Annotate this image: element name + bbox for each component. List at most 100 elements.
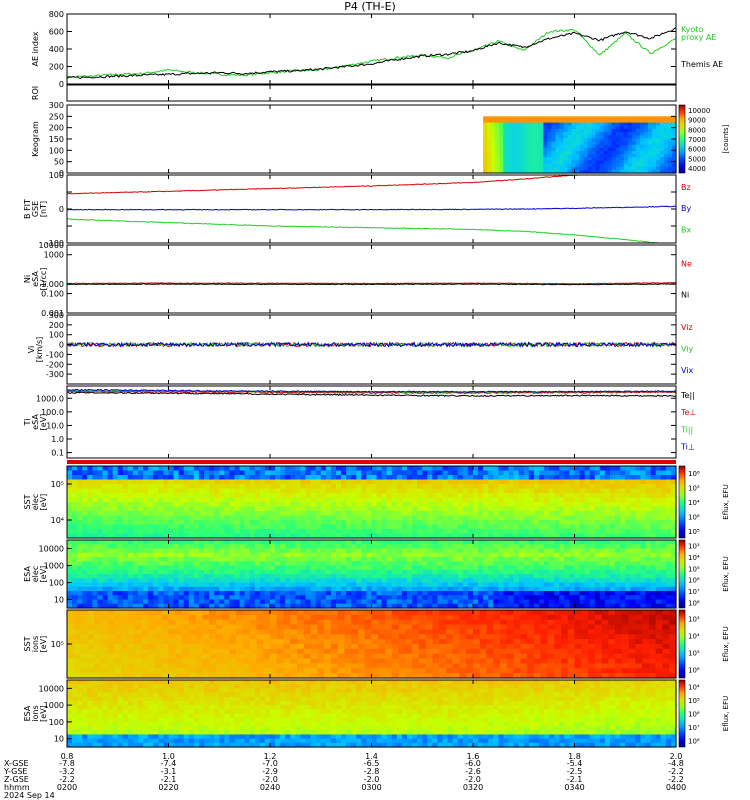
sst_electrons-cell <box>615 520 621 526</box>
density-ylabel-1: eSA <box>31 271 40 287</box>
esa_electrons-cell <box>290 565 296 571</box>
keogram-cell <box>495 138 500 143</box>
esa_electrons-cell <box>219 591 225 596</box>
sst_electrons-cell <box>254 493 261 499</box>
esa_electrons-cell <box>554 561 560 567</box>
sst_electrons-cell <box>295 502 302 508</box>
keogram-cell <box>587 160 593 165</box>
esa_electrons-cell <box>508 586 515 592</box>
sst_electrons-cell <box>391 479 398 485</box>
sst_electrons-cell <box>645 479 652 485</box>
keogram-cell <box>663 154 669 158</box>
sst_electrons-cell <box>376 524 383 530</box>
keogram-cell <box>603 125 609 130</box>
esa_electrons-cell <box>325 599 332 605</box>
esa_electrons-cell <box>330 565 337 571</box>
esa_electrons-cell <box>559 552 565 558</box>
sst_electrons-cell <box>244 497 251 503</box>
esa_electrons-cell <box>478 552 484 558</box>
keogram-cell <box>487 135 492 139</box>
esa_electrons-cell <box>498 582 505 588</box>
esa_electrons-cell <box>341 574 347 579</box>
keogram-cell <box>571 160 577 165</box>
esa_electrons-cell <box>153 548 159 554</box>
esa_electrons-cell <box>264 582 271 588</box>
keogram-cell <box>591 144 597 149</box>
esa_electrons-cell <box>599 552 606 558</box>
sst_electrons-cell <box>158 506 165 512</box>
esa_electrons-cell <box>158 565 165 571</box>
keogram-cell <box>535 144 540 149</box>
esa_electrons-cell <box>310 582 317 588</box>
sst_electrons-cell <box>488 493 494 499</box>
sst_electrons-cell <box>584 493 591 499</box>
esa_electrons-cell <box>264 595 271 601</box>
keogram-cell <box>603 163 609 168</box>
sst_electrons-cell <box>630 506 636 512</box>
sst_electrons-cell <box>396 515 403 521</box>
esa_electrons-cell <box>594 561 601 567</box>
sst_electrons-cell <box>478 506 484 512</box>
sst_electrons-cell <box>559 533 565 539</box>
sst_electrons-cell <box>295 520 302 526</box>
keogram-cell <box>563 116 569 121</box>
esa_electrons-cell <box>305 565 312 571</box>
esa_electrons-cell <box>564 557 571 562</box>
sst_electrons-cell <box>112 488 119 494</box>
esa_electrons-cell <box>442 557 449 562</box>
sst_electrons-cell <box>488 488 494 494</box>
sst_electrons-cell <box>295 466 302 472</box>
sst_electrons-cell <box>483 529 489 535</box>
sst_electrons-cell <box>178 515 185 521</box>
esa_electrons-cell <box>635 582 642 588</box>
keogram-cell <box>639 122 645 127</box>
keogram-cell <box>611 144 617 149</box>
keogram-cell <box>503 119 508 124</box>
esa_electrons-cell <box>102 561 109 567</box>
esa_electrons-cell <box>432 595 439 601</box>
sst_electrons-cell <box>599 506 606 512</box>
esa_electrons-cell <box>427 561 433 567</box>
keogram-cell <box>659 154 665 158</box>
esa_electrons-cell <box>549 582 555 588</box>
esa_electrons-cell <box>315 557 322 562</box>
esa_electrons-cell <box>224 561 230 567</box>
keogram-cell <box>527 141 532 146</box>
esa_electrons-cell <box>599 574 606 579</box>
keogram-cell <box>611 135 617 139</box>
sst_electrons-cell <box>422 493 428 499</box>
esa_electrons-cell <box>533 578 540 584</box>
esa_electrons-cell <box>148 574 154 579</box>
esa_electrons-cell <box>670 548 677 554</box>
sst_electrons-cell <box>290 520 296 526</box>
sst_electrons-cell <box>366 488 373 494</box>
sst_electrons-cell <box>163 466 170 472</box>
keogram-cell <box>591 141 597 146</box>
sst_electrons-cell <box>412 511 418 517</box>
esa_electrons-cell <box>574 544 581 550</box>
keogram-cell <box>563 160 569 165</box>
sst_electrons-cell <box>538 529 545 535</box>
keogram-cell <box>539 154 545 158</box>
esa_electrons-cell <box>518 591 525 596</box>
esa_electrons-cell <box>183 569 190 575</box>
sst_electrons-cell <box>407 524 413 530</box>
sst_electrons-cell <box>224 520 230 526</box>
keogram-cell <box>619 138 625 143</box>
sst_electrons-cell <box>285 470 291 476</box>
esa_electrons-cell <box>437 599 444 605</box>
sst_electrons-cell <box>249 497 256 503</box>
esa_electrons-cell <box>295 565 302 571</box>
sst_electrons-cell <box>615 497 621 503</box>
esa_electrons-cell <box>528 561 535 567</box>
keogram-cell <box>671 144 677 149</box>
esa_electrons-cell <box>325 574 332 579</box>
sst_electrons-cell <box>320 524 327 530</box>
sst_electrons-cell <box>67 529 73 535</box>
esa_electrons-cell <box>198 552 205 558</box>
sst_electrons-cell <box>356 493 362 499</box>
sst_electrons-cell <box>412 466 418 472</box>
sst_electrons-cell <box>432 506 439 512</box>
sst_electrons-cell <box>132 493 139 499</box>
esa_electrons-cell <box>346 586 352 592</box>
